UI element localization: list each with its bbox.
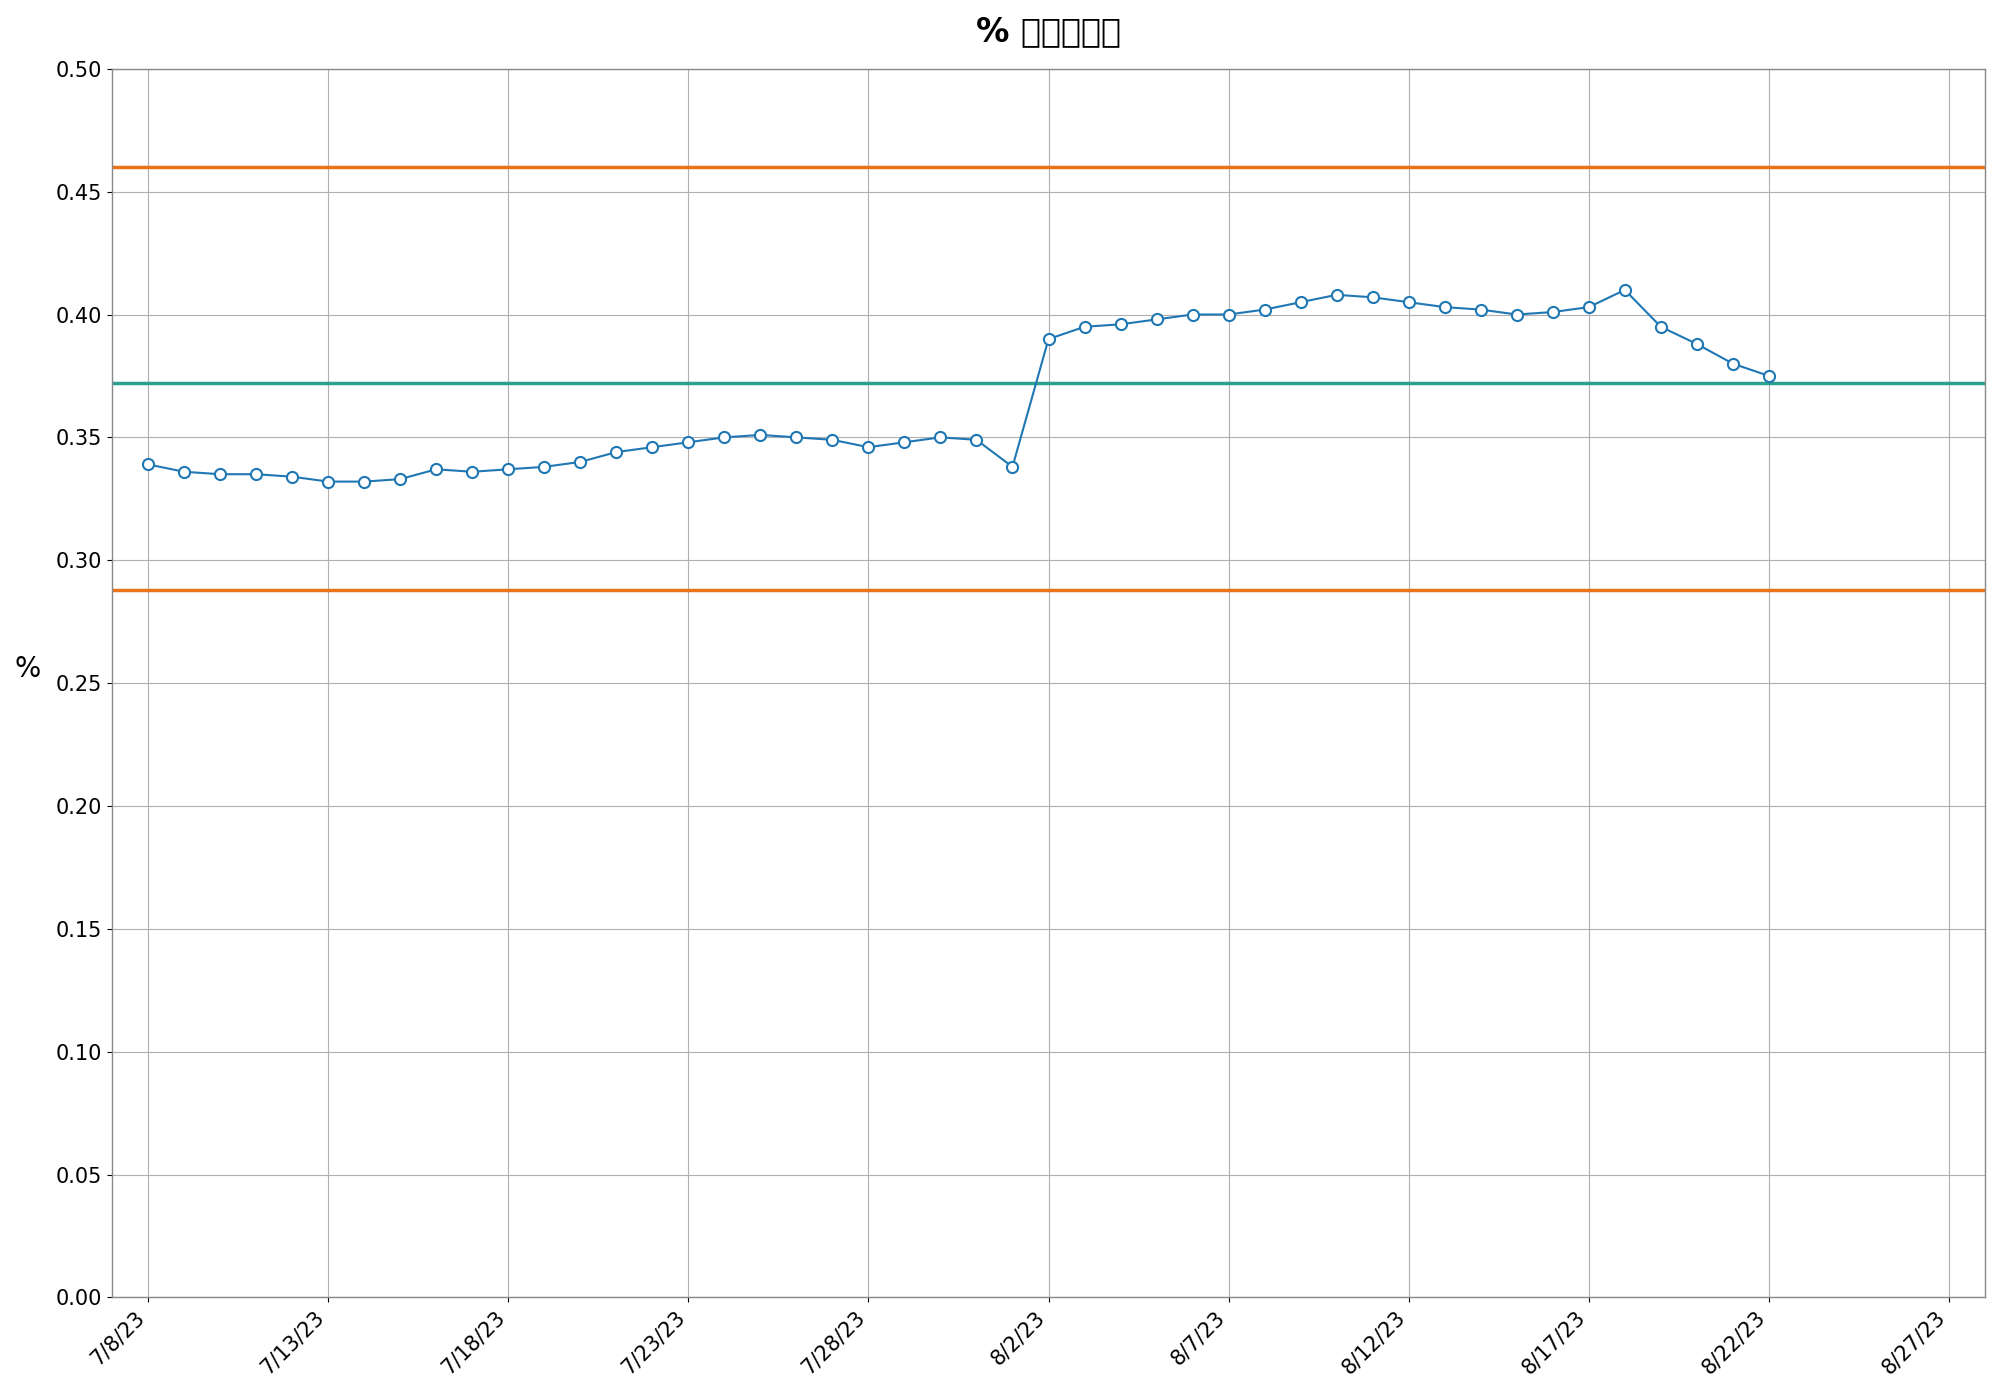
Y-axis label: %: % — [14, 655, 42, 683]
Title: % 未知不純物: % 未知不純物 — [976, 15, 1120, 47]
